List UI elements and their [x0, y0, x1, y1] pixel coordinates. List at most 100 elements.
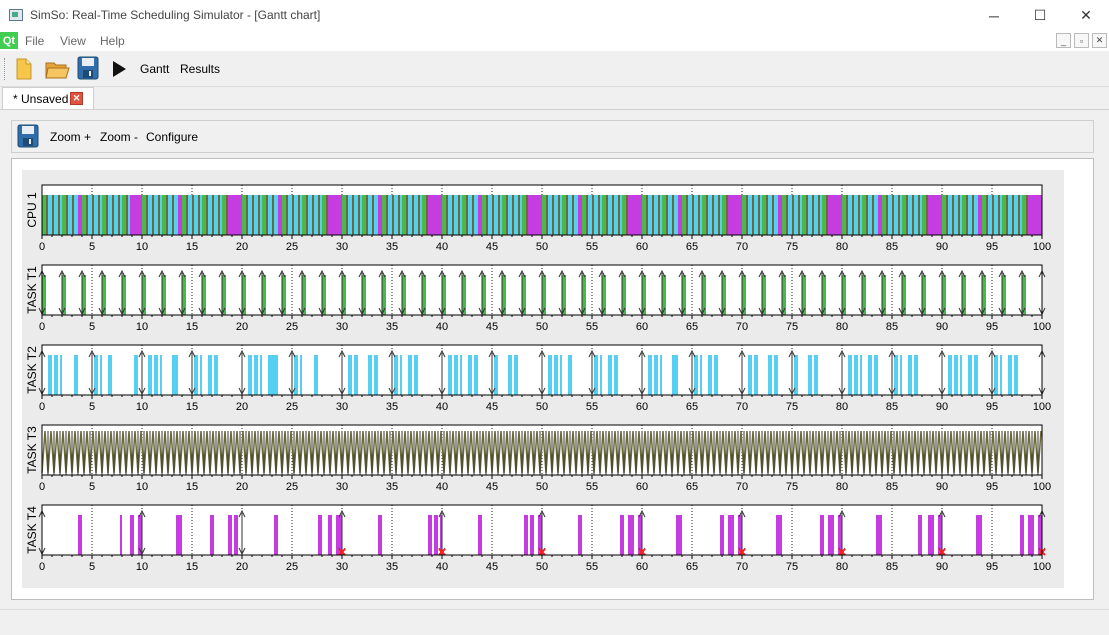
x-tick-label: 95 — [986, 561, 998, 573]
mdi-restore-button[interactable]: ▫ — [1074, 33, 1089, 48]
run-icon[interactable] — [110, 59, 128, 79]
configure-button[interactable]: Configure — [146, 130, 199, 144]
new-file-icon[interactable] — [14, 57, 34, 81]
cpu-bar-T3 — [798, 195, 800, 235]
x-tick-label: 85 — [886, 401, 898, 413]
task-bar-T1 — [222, 275, 226, 315]
mdi-minimize-button[interactable]: _ — [1056, 33, 1071, 48]
x-tick-label: 25 — [286, 401, 298, 413]
task-bar-T2 — [874, 355, 878, 395]
task-bar-T1 — [562, 275, 566, 315]
x-tick-label: 75 — [786, 321, 798, 333]
zoom-out-button[interactable]: Zoom - — [100, 130, 139, 144]
deadline-arrowhead — [978, 307, 986, 316]
deadline-miss-marker — [438, 548, 446, 556]
deadline-arrowhead — [238, 387, 246, 396]
deadline-arrowhead — [378, 307, 386, 316]
release-arrowhead — [618, 269, 626, 278]
task-bar-T2 — [354, 355, 358, 395]
minimize-button[interactable]: ─ — [989, 7, 999, 24]
deadline-arrowhead — [778, 307, 786, 316]
cpu-bar-T1 — [42, 195, 46, 235]
release-arrowhead — [638, 269, 646, 278]
deadline-arrowhead — [1018, 307, 1026, 316]
release-arrowhead — [318, 269, 326, 278]
cpu-bar-T3 — [652, 195, 654, 235]
close-button[interactable]: ✕ — [1080, 7, 1092, 23]
cpu-bar-T1 — [902, 195, 906, 235]
save-icon[interactable] — [17, 124, 39, 148]
release-arrowhead — [778, 269, 786, 278]
qt-logo-icon: Qt — [0, 32, 18, 49]
x-tick-label: 100 — [1033, 401, 1051, 413]
save-icon[interactable] — [77, 56, 99, 80]
menu-file[interactable]: File — [25, 34, 45, 48]
cpu-bar-T3 — [926, 195, 928, 235]
deadline-arrowhead — [988, 387, 996, 396]
task-bar-T4 — [120, 515, 122, 555]
task-bar-T2 — [900, 355, 902, 395]
release-arrowhead — [258, 269, 266, 278]
x-tick-label: 35 — [386, 481, 398, 493]
task-bar-T2 — [854, 355, 858, 395]
release-arrowhead — [98, 269, 106, 278]
task-bar-T1 — [482, 275, 486, 315]
cpu-bar-T3 — [472, 195, 474, 235]
x-tick-label: 75 — [786, 561, 798, 573]
mdi-close-button[interactable]: ✕ — [1092, 33, 1107, 48]
task-bar-T2 — [348, 355, 352, 395]
cpu-bar-T3 — [998, 195, 1000, 235]
x-tick-label: 20 — [236, 401, 248, 413]
release-arrowhead — [888, 349, 896, 358]
tab-close-icon[interactable]: ✕ — [70, 92, 83, 105]
release-arrowhead — [238, 509, 246, 518]
task-bar-T4 — [274, 515, 278, 555]
task-bar-T2 — [60, 355, 62, 395]
release-arrowhead — [488, 349, 496, 358]
cpu-bar-T3 — [758, 195, 760, 235]
menu-view[interactable]: View — [60, 34, 86, 48]
menu-help[interactable]: Help — [100, 34, 125, 48]
x-tick-label: 80 — [836, 481, 848, 493]
cpu-bar-T3 — [872, 195, 874, 235]
cpu-bar-T3 — [1012, 195, 1014, 235]
cpu-bar-T1 — [82, 195, 86, 235]
task-bar-T1 — [602, 275, 606, 315]
task-bar-T4 — [738, 515, 742, 555]
task-bar-T2 — [148, 355, 152, 395]
x-tick-label: 65 — [686, 401, 698, 413]
task-bar-T1 — [442, 275, 446, 315]
deadline-arrowhead — [698, 307, 706, 316]
tab-unsaved[interactable]: * Unsaved ✕ — [2, 87, 94, 109]
zoom-in-button[interactable]: Zoom + — [50, 130, 92, 144]
cpu-bar-T1 — [362, 195, 366, 235]
status-bar — [0, 609, 1109, 635]
maximize-button[interactable]: ☐ — [1033, 7, 1047, 23]
open-folder-icon[interactable] — [44, 57, 70, 81]
cpu-bar-T3 — [898, 195, 900, 235]
release-arrowhead — [918, 269, 926, 278]
cpu-bar-T3 — [292, 195, 294, 235]
gantt-button[interactable]: Gantt — [140, 62, 170, 76]
results-button[interactable]: Results — [180, 62, 221, 76]
release-arrowhead — [278, 269, 286, 278]
deadline-arrowhead — [288, 387, 296, 396]
x-tick-label: 40 — [436, 321, 448, 333]
x-tick-label: 0 — [39, 481, 45, 493]
cpu-bar-T4 — [378, 195, 382, 235]
cpu-bar-T3 — [398, 195, 400, 235]
task-bar-T1 — [962, 275, 966, 315]
task-bar-T1 — [822, 275, 826, 315]
x-tick-label: 40 — [436, 401, 448, 413]
task-bar-T4 — [130, 515, 134, 555]
x-tick-label: 65 — [686, 241, 698, 253]
cpu-bar-T3 — [746, 195, 748, 235]
deadline-arrowhead — [638, 307, 646, 316]
cpu-bar-T3 — [526, 195, 528, 235]
task-bar-T2 — [794, 355, 798, 395]
cpu-bar-T1 — [802, 195, 806, 235]
task-bar-T1 — [842, 275, 846, 315]
task-bar-T2 — [868, 355, 872, 395]
cpu-bar-T3 — [858, 195, 860, 235]
x-tick-label: 50 — [536, 561, 548, 573]
